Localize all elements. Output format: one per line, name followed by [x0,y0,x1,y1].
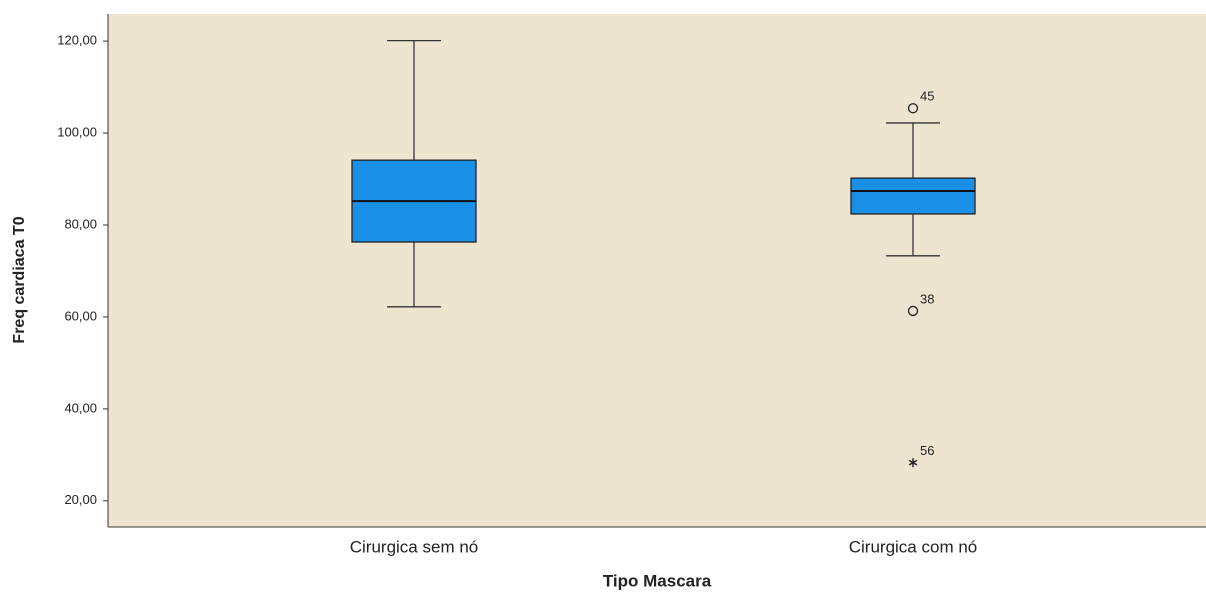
outlier [907,305,919,317]
y-tick-label: 60,00 [64,308,97,323]
x-tick-label: Cirurgica com nó [849,537,978,556]
outlier-extreme [908,458,918,468]
plot-area [108,14,1206,527]
y-axis-title: Freq cardiaca T0 [11,216,28,343]
y-tick-label: 120,00 [57,33,97,48]
y-tick-label: 20,00 [64,492,97,507]
outlier [907,103,919,114]
y-tick-label: 80,00 [64,216,97,231]
x-axis-title: Tipo Mascara [603,571,712,590]
outlier-label: 56 [920,443,934,458]
y-tick-label: 100,00 [57,124,97,139]
x-tick-label: Cirurgica sem nó [350,537,479,556]
y-tick-label: 40,00 [64,400,97,415]
box [850,177,976,215]
outlier-label: 38 [920,291,934,306]
star-stroke [908,459,918,466]
outlier-label: 45 [920,89,934,104]
